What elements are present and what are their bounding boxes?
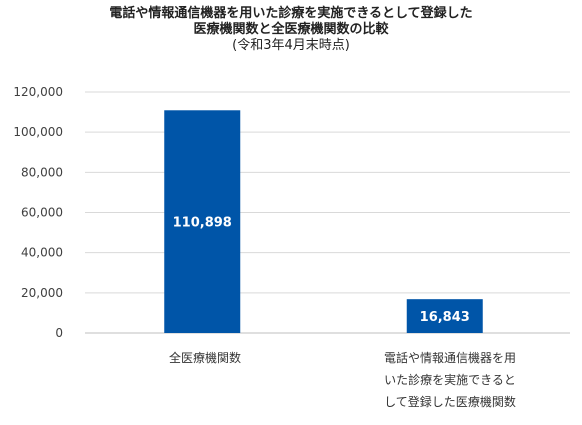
y-tick-label: 100,000 [13, 125, 63, 139]
bar-value-label-2: 16,843 [420, 310, 470, 325]
chart-title-line-3: (令和3年4月末時点) [232, 38, 350, 53]
x-category-label-1: 全医療機関数 [120, 347, 290, 369]
chart-title-line-1: 電話や情報通信機器を用いた診療を実施できるとして登録した [109, 6, 473, 21]
y-tick-label: 120,000 [13, 85, 63, 99]
y-tick-label: 20,000 [21, 286, 63, 300]
bar-1 [164, 110, 241, 333]
y-tick-label: 0 [55, 326, 63, 340]
y-tick-label: 60,000 [21, 206, 63, 220]
bar-value-label-1: 110,898 [173, 216, 232, 231]
x-category-label-2-line-2: いた診療を実施できると [384, 373, 516, 387]
x-category-label-1-line-1: 全医療機関数 [168, 351, 241, 365]
x-category-label-2-line-1: 電話や情報通信機器を用 [383, 351, 516, 365]
x-category-label-2: 電話や情報通信機器を用 いた診療を実施できると して登録した医療機関数 [360, 347, 540, 413]
x-category-label-2-line-3: して登録した医療機関数 [384, 395, 516, 409]
y-tick-label: 80,000 [21, 165, 63, 179]
y-tick-label: 40,000 [21, 246, 63, 260]
chart-title-line-2: 医療機関数と全医療機関数の比較 [193, 22, 389, 37]
bar-2 [406, 299, 483, 333]
